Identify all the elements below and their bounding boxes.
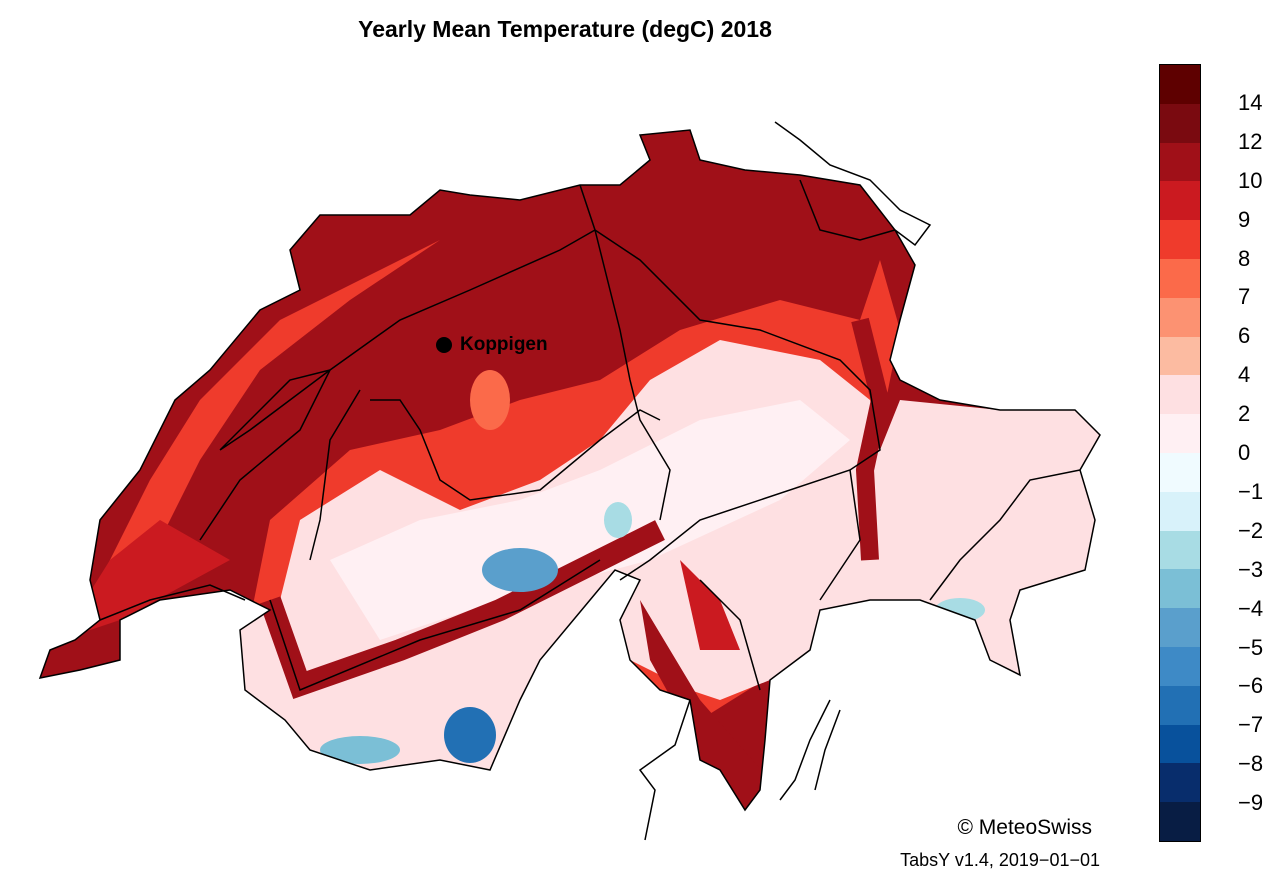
colorbar-tick-label: −7 bbox=[1238, 712, 1264, 738]
colorbar-tick-label: −9 bbox=[1238, 790, 1264, 816]
version-label: TabsY v1.4, 2019−01−01 bbox=[900, 850, 1100, 870]
lake-region bbox=[60, 520, 230, 640]
lake-como bbox=[779, 699, 841, 801]
colorbar-tick-label: −8 bbox=[1238, 751, 1264, 777]
colorbar-bin bbox=[1160, 724, 1200, 764]
colorbar-bin bbox=[1160, 65, 1200, 104]
colorbar-tick-label: 10 bbox=[1238, 167, 1263, 193]
lake-constance bbox=[774, 121, 932, 247]
colorbar-tick-label: 7 bbox=[1238, 284, 1251, 310]
cold-area bbox=[444, 707, 496, 763]
colorbar-tick-label: 8 bbox=[1238, 245, 1251, 271]
colorbar-bin bbox=[1160, 530, 1200, 570]
region-boundaries bbox=[199, 179, 1081, 692]
colorbar-bin bbox=[1160, 802, 1200, 841]
colorbar-bin bbox=[1160, 414, 1200, 453]
colorbar-tick-label: 6 bbox=[1238, 323, 1251, 349]
colorbar-bin bbox=[1160, 569, 1200, 609]
colorbar-bin bbox=[1160, 336, 1200, 376]
colorbar-bin bbox=[1160, 646, 1200, 686]
colorbar-tick-label: −5 bbox=[1238, 634, 1264, 660]
warm-area bbox=[470, 370, 510, 430]
alps bbox=[240, 340, 1100, 770]
colorbar-bin bbox=[1160, 375, 1200, 415]
rhine-valley bbox=[851, 317, 890, 561]
colorbar-bin bbox=[1160, 685, 1200, 725]
colorbar-tick-label: 14 bbox=[1238, 89, 1263, 115]
colorbar-bin bbox=[1160, 220, 1200, 259]
colorbar-bin bbox=[1160, 452, 1200, 492]
rhone-valley bbox=[259, 520, 665, 700]
colorbar-bin bbox=[1160, 181, 1200, 221]
station-label: Koppigen bbox=[460, 334, 548, 355]
ticino-slope bbox=[680, 560, 740, 650]
colorbar-bin bbox=[1160, 608, 1200, 647]
colorbar-bin bbox=[1160, 258, 1200, 298]
station-marker[interactable] bbox=[436, 337, 452, 353]
colorbar-bin bbox=[1160, 297, 1200, 337]
colorbar-tick-label: 12 bbox=[1238, 128, 1263, 154]
colorbar-bin bbox=[1160, 142, 1200, 182]
temperature-map bbox=[39, 121, 1101, 841]
lakes bbox=[99, 121, 932, 841]
colorbar-tick-label: 2 bbox=[1238, 401, 1251, 427]
colorbar-bin bbox=[1160, 103, 1200, 143]
colorbar-tick-label: −4 bbox=[1238, 595, 1264, 621]
colorbar-tick-label: 9 bbox=[1238, 206, 1251, 232]
colorbar-tick-label: 0 bbox=[1238, 440, 1251, 465]
temperature-field bbox=[40, 130, 1100, 810]
colorbar-tick-label: −2 bbox=[1238, 517, 1264, 543]
colorbar bbox=[1159, 64, 1201, 842]
colorbar-tick-label: −6 bbox=[1238, 673, 1264, 699]
cold-area bbox=[482, 548, 558, 592]
high-alps bbox=[330, 400, 850, 640]
map-title: Yearly Mean Temperature (degC) 2018 bbox=[358, 16, 772, 42]
lake-maggiore bbox=[638, 699, 691, 841]
colorbar-bin bbox=[1160, 491, 1200, 531]
colorbar-tick-label: −3 bbox=[1238, 556, 1264, 582]
colorbar-tick-label: −1 bbox=[1238, 478, 1264, 504]
cold-area bbox=[935, 598, 985, 622]
colorbar-bin bbox=[1160, 763, 1200, 803]
lake-geneva bbox=[99, 584, 246, 621]
colorbar-tick-label: 4 bbox=[1238, 362, 1251, 388]
cold-area bbox=[604, 502, 632, 538]
ticino-valley bbox=[640, 600, 770, 810]
cold-area bbox=[320, 736, 400, 764]
copyright: © MeteoSwiss bbox=[957, 816, 1092, 839]
